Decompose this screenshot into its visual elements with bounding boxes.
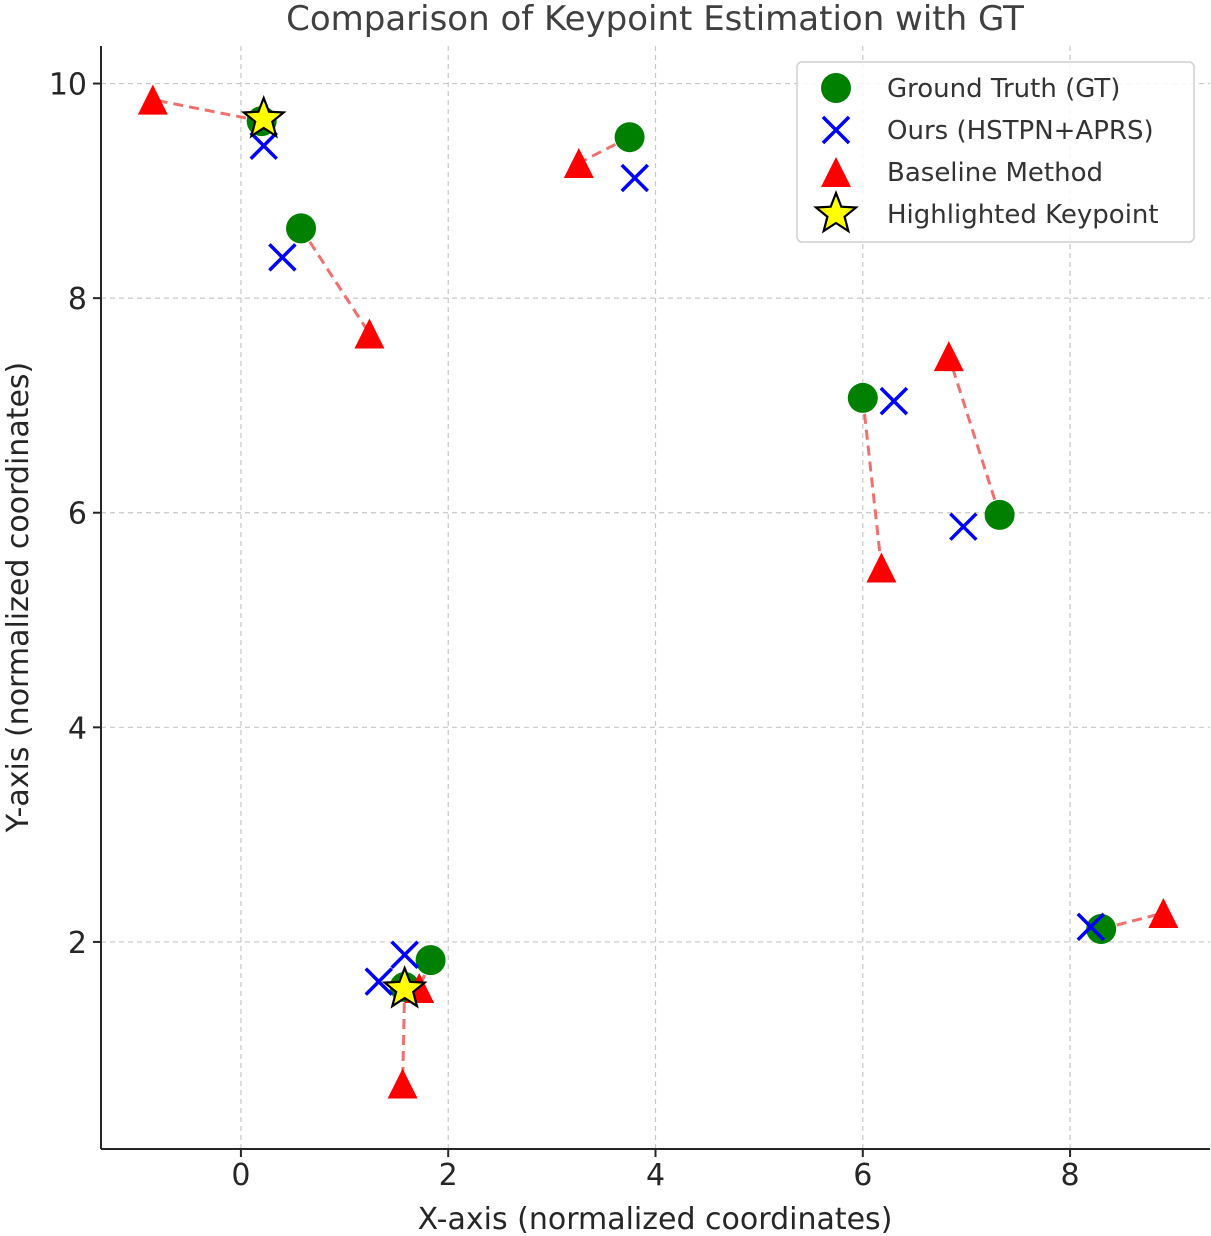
- gt-point: [415, 945, 446, 976]
- x-tick-label: 2: [439, 1158, 458, 1193]
- cross-stroke: [390, 940, 419, 970]
- highlighted-keypoint: [240, 94, 287, 139]
- y-tick-label: 4: [68, 711, 87, 746]
- highlighted-keypoint: [381, 965, 428, 1009]
- legend-label-baseline: Baseline Method: [887, 158, 1103, 188]
- baseline-point: [1148, 897, 1179, 928]
- baseline-point: [354, 318, 385, 349]
- baseline-point: [387, 1068, 418, 1099]
- error-line: [401, 986, 407, 1084]
- x-tick-label: 8: [1061, 1158, 1080, 1193]
- y-tick-label: 6: [68, 497, 87, 532]
- ours-point: [390, 940, 419, 970]
- error-line: [299, 227, 371, 335]
- gt-point: [847, 382, 878, 413]
- legend-marker-baseline: [821, 157, 851, 187]
- baseline-point: [137, 84, 168, 115]
- legend-frame: [796, 61, 1195, 243]
- cross-stroke: [364, 967, 394, 996]
- ours-point: [879, 386, 909, 416]
- legend-label-highlight: Highlighted Keypoint: [887, 200, 1159, 230]
- error-line: [947, 355, 1002, 516]
- ours-point: [620, 163, 650, 193]
- x-tick-label: 0: [231, 1158, 250, 1193]
- chart-title: Comparison of Keypoint Estimation with G…: [286, 0, 1024, 39]
- ours-point: [268, 243, 297, 272]
- ours-point: [249, 131, 278, 161]
- baseline-point: [563, 147, 594, 178]
- legend: Ground Truth (GT) Ours (HSTPN+APRS) Baseli…: [796, 61, 1195, 243]
- error-line: [152, 98, 262, 123]
- cross-stroke: [268, 243, 297, 272]
- markers: [137, 84, 1179, 1099]
- legend-label-gt: Ground Truth (GT): [887, 74, 1120, 104]
- gt-point: [614, 122, 645, 153]
- baseline-point: [933, 341, 964, 372]
- ours-point: [1076, 912, 1106, 942]
- legend-marker-gt: [821, 73, 851, 103]
- cross-stroke: [949, 512, 978, 541]
- gt-point: [984, 499, 1015, 530]
- cross-stroke: [249, 131, 278, 161]
- ours-point: [949, 512, 978, 541]
- ticks: 0 2 4 6 8 2 4 6 8 10: [49, 68, 1080, 1193]
- baseline-point: [866, 552, 897, 583]
- gt-point: [1086, 914, 1117, 945]
- legend-marker-highlight: [813, 189, 859, 234]
- gt-point: [286, 213, 317, 244]
- cross-stroke: [879, 386, 909, 416]
- cross-stroke: [821, 115, 851, 145]
- cross-stroke: [620, 163, 650, 193]
- y-tick-label: 10: [49, 68, 87, 103]
- y-tick-label: 8: [68, 282, 87, 317]
- x-tick-label: 4: [646, 1158, 665, 1193]
- cross-stroke: [1076, 912, 1106, 942]
- x-axis-label: X-axis (normalized coordinates): [418, 1202, 893, 1236]
- error-lines: [152, 98, 1164, 1084]
- error-line: [1100, 911, 1164, 931]
- error-line: [861, 397, 883, 568]
- x-tick-label: 6: [853, 1158, 872, 1193]
- y-tick-label: 2: [68, 926, 87, 961]
- y-axis-label: Y-axis (normalized coordinates): [1, 362, 36, 834]
- legend-marker-ours: [821, 115, 851, 145]
- ours-point: [364, 967, 394, 996]
- legend-label-ours: Ours (HSTPN+APRS): [887, 116, 1154, 146]
